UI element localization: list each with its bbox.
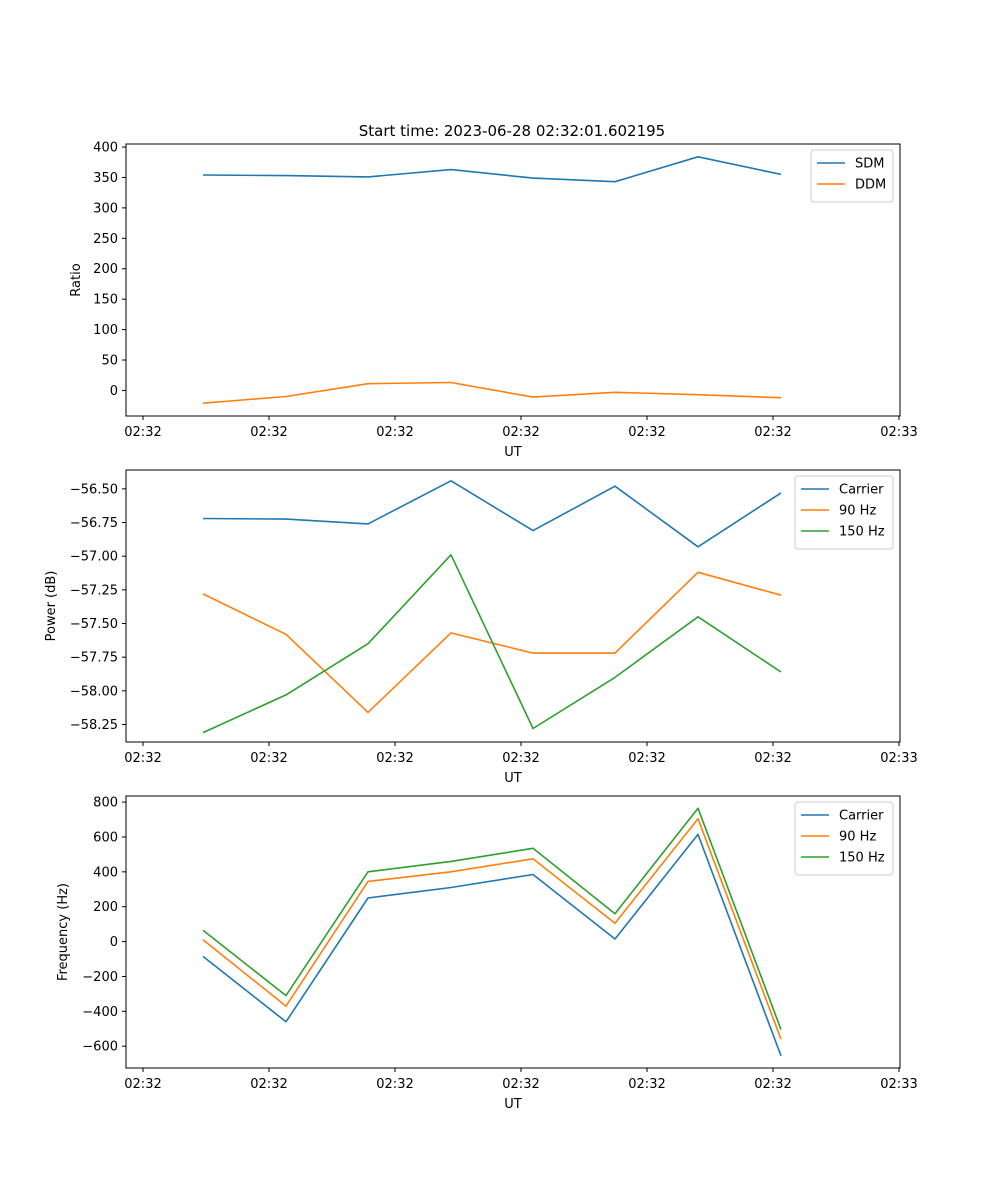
x-tick-label: 02:32 xyxy=(502,425,539,440)
x-tick-label: 02:32 xyxy=(502,1077,539,1092)
y-tick-label: −400 xyxy=(82,1005,118,1020)
y-tick-label: −57.75 xyxy=(70,651,118,666)
y-tick-label: 0 xyxy=(110,384,118,399)
series-line-90-hz xyxy=(202,817,782,1040)
legend-label: 90 Hz xyxy=(839,504,876,519)
y-tick-label: −57.50 xyxy=(70,617,118,632)
x-tick-label: 02:32 xyxy=(124,1077,161,1092)
y-tick-label: 200 xyxy=(93,262,118,277)
x-tick-label: 02:32 xyxy=(250,751,287,766)
y-tick-label: −58.25 xyxy=(70,718,118,733)
y-tick-label: 350 xyxy=(93,171,118,186)
x-tick-label: 02:32 xyxy=(754,425,791,440)
x-axis-label: UT xyxy=(504,771,522,786)
legend-label: Carrier xyxy=(839,809,884,824)
x-axis-label: UT xyxy=(504,1097,522,1112)
legend: Carrier 90 Hz 150 Hz xyxy=(794,801,894,876)
x-tick-label: 02:32 xyxy=(376,751,413,766)
y-tick-label: 300 xyxy=(93,201,118,216)
y-tick-label: 400 xyxy=(93,865,118,880)
y-tick-label: −57.00 xyxy=(70,550,118,565)
y-tick-label: 150 xyxy=(93,293,118,308)
y-tick-label: −200 xyxy=(82,970,118,985)
x-tick-label: 02:33 xyxy=(880,425,917,440)
panel-2: 02:32 02:32 02:32 02:32 02:32 02:32 02:33 −58.2… xyxy=(44,469,918,786)
y-tick-label: −56.75 xyxy=(70,516,118,531)
y-tick-label: −58.00 xyxy=(70,684,118,699)
y-axis-label: Ratio xyxy=(69,263,84,296)
legend: Carrier 90 Hz 150 Hz xyxy=(794,475,894,550)
y-axis-label: Frequency (Hz) xyxy=(56,883,71,981)
x-tick-label: 02:32 xyxy=(376,425,413,440)
x-tick-label: 02:33 xyxy=(880,751,917,766)
legend-label: 150 Hz xyxy=(839,525,885,540)
y-tick-label: 400 xyxy=(93,141,118,156)
series-line-150-hz xyxy=(202,807,782,1030)
x-tick-label: 02:32 xyxy=(628,1077,665,1092)
figure-title: Start time: 2023-06-28 02:32:01.602195 xyxy=(359,122,665,140)
x-tick-label: 02:32 xyxy=(250,1077,287,1092)
axes-frame xyxy=(125,795,901,1069)
y-tick-label: 200 xyxy=(93,900,118,915)
y-tick-label: −57.25 xyxy=(70,583,118,598)
y-tick-label: −56.50 xyxy=(70,482,118,497)
x-tick-label: 02:32 xyxy=(502,751,539,766)
panel-3: 02:32 02:32 02:32 02:32 02:32 02:32 02:33 −600 −… xyxy=(56,795,918,1112)
y-tick-label: 600 xyxy=(93,830,118,845)
series-line-150-hz xyxy=(202,553,782,734)
y-tick-label: 0 xyxy=(110,935,118,950)
x-tick-label: 02:32 xyxy=(754,751,791,766)
legend-label: SDM xyxy=(855,157,884,172)
panel-1: 02:32 02:32 02:32 02:32 02:32 02:32 02:33 0 50 10… xyxy=(69,141,918,460)
axes-frame xyxy=(125,143,901,417)
x-tick-label: 02:32 xyxy=(250,425,287,440)
series-line-carrier xyxy=(202,479,782,548)
y-tick-label: 50 xyxy=(101,354,118,369)
x-tick-label: 02:32 xyxy=(628,751,665,766)
axes-frame xyxy=(125,469,901,743)
x-tick-label: 02:32 xyxy=(376,1077,413,1092)
x-axis-label: UT xyxy=(504,445,522,460)
legend-label: DDM xyxy=(855,178,886,193)
x-tick-label: 02:32 xyxy=(124,425,161,440)
series-line-carrier xyxy=(202,833,782,1057)
x-tick-label: 02:33 xyxy=(880,1077,917,1092)
y-tick-label: −600 xyxy=(82,1040,118,1055)
legend-label: 90 Hz xyxy=(839,830,876,845)
x-tick-label: 02:32 xyxy=(628,425,665,440)
legend-label: Carrier xyxy=(839,483,884,498)
series-line-sdm xyxy=(202,156,782,183)
y-axis-label: Power (dB) xyxy=(44,571,59,642)
legend: SDM DDM xyxy=(810,149,894,203)
legend-label: 150 Hz xyxy=(839,851,885,866)
y-tick-label: 100 xyxy=(93,323,118,338)
series-line-ddm xyxy=(202,381,782,404)
y-tick-label: 800 xyxy=(93,796,118,811)
y-tick-label: 250 xyxy=(93,232,118,247)
x-tick-label: 02:32 xyxy=(754,1077,791,1092)
x-tick-label: 02:32 xyxy=(124,751,161,766)
panels: 02:32 02:32 02:32 02:32 02:32 02:32 02:33 0 50 10… xyxy=(44,141,918,1112)
